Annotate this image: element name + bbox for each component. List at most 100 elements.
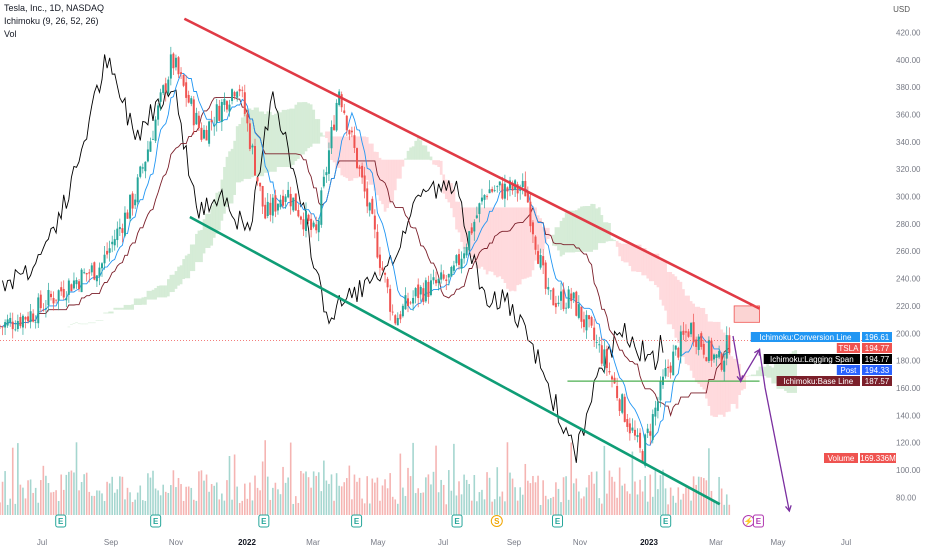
cloud-slice	[478, 207, 481, 269]
candle-body	[42, 310, 45, 312]
cloud-slice	[439, 160, 443, 175]
cloud-slice	[85, 323, 89, 325]
candle-body	[371, 198, 374, 214]
volume-bar	[6, 504, 9, 515]
event-marker	[490, 515, 503, 527]
volume-bar	[17, 443, 19, 515]
cloud-slice	[434, 160, 438, 166]
event-label: E	[756, 517, 762, 526]
cloud-slice	[648, 253, 652, 282]
cloud-slice	[465, 207, 469, 252]
cloud-slice	[161, 285, 165, 298]
candle-body	[562, 289, 565, 310]
candle-body	[307, 214, 310, 221]
indicator-legend[interactable]: Ichimoku (9, 26, 52, 26)	[4, 16, 99, 26]
volume-bar	[4, 471, 6, 515]
candle-body	[98, 267, 101, 277]
volume-bar	[445, 504, 448, 515]
cloud-slice	[82, 323, 86, 325]
cloud-slice	[340, 136, 344, 176]
cloud-slice	[409, 147, 412, 160]
base-line-path	[0, 96, 730, 418]
cloud-slice	[626, 243, 629, 263]
candle-body	[458, 254, 460, 265]
y-tick-label: 420.00	[896, 28, 921, 37]
cloud-slice	[309, 104, 313, 147]
volume-bar	[103, 500, 106, 515]
candle-body	[488, 189, 491, 194]
volume-legend[interactable]: Vol	[4, 29, 17, 39]
volume-bar	[317, 472, 320, 515]
volume-bar	[527, 480, 529, 515]
volume-bar	[677, 487, 680, 515]
volume-bar	[386, 488, 389, 515]
cloud-slice	[223, 166, 226, 214]
candle-body	[154, 119, 157, 141]
volume-bar	[282, 466, 284, 515]
price-value-tag	[862, 365, 892, 375]
candle-body	[450, 266, 453, 277]
price-name: Ichimoku:Lagging Span	[770, 355, 854, 364]
candle-body	[687, 331, 690, 337]
volume-bar	[351, 499, 353, 515]
cloud-slice	[618, 242, 622, 257]
candle-body	[39, 294, 42, 309]
candle-body	[631, 427, 634, 431]
price-name: Post	[840, 366, 857, 375]
candle-body	[715, 354, 718, 358]
volume-bar	[300, 470, 302, 515]
volume-bar	[440, 479, 442, 515]
cloud-slice	[516, 207, 520, 286]
volume-bar	[98, 490, 101, 515]
volume-bar	[414, 493, 417, 515]
volume-bar	[394, 499, 397, 515]
candle-body	[570, 293, 573, 302]
cloud-slice	[720, 329, 724, 415]
volume-bar	[259, 490, 261, 515]
volume-bar	[297, 502, 300, 515]
volume-bar	[496, 467, 499, 515]
candle-body	[669, 365, 672, 373]
volume-bar	[501, 491, 504, 515]
volume-bar	[725, 494, 728, 515]
candle-body	[243, 92, 246, 114]
volume-bar	[616, 497, 618, 515]
candle-body	[9, 317, 12, 323]
volume-bar	[131, 502, 134, 515]
candle-body	[463, 253, 466, 259]
x-tick-label: Jul	[438, 538, 448, 547]
volume-bar	[521, 494, 524, 515]
volume-bar	[289, 442, 292, 515]
cloud-slice	[705, 314, 708, 399]
volume-bar	[662, 469, 664, 515]
cloud-slice	[559, 220, 563, 257]
cloud-slice	[93, 322, 96, 324]
cloud-slice	[75, 322, 78, 323]
candle-body	[460, 258, 463, 269]
cloud-slice	[70, 324, 73, 325]
cloud-slice	[350, 136, 354, 181]
upper-trendline	[183, 17, 761, 310]
volume-bar	[228, 456, 231, 515]
cloud-slice	[623, 243, 627, 263]
arrow-head	[736, 375, 744, 383]
cloud-slice	[383, 159, 387, 212]
price-value-tag	[862, 332, 892, 342]
volume-bar	[302, 473, 305, 515]
candle-body	[335, 102, 338, 131]
volume-bar	[493, 499, 496, 515]
cloud-slice	[325, 131, 328, 139]
candle-body	[65, 297, 68, 301]
cloud-slice	[159, 285, 163, 298]
cloud-slice	[661, 261, 665, 306]
y-tick-label: 240.00	[896, 275, 921, 284]
candle-body	[149, 141, 152, 152]
candle-body	[225, 101, 228, 110]
candle-body	[287, 189, 290, 198]
volume-bar	[295, 496, 297, 515]
volume-bar	[432, 471, 435, 515]
cloud-slice	[529, 207, 532, 277]
cloud-slice	[656, 253, 660, 288]
volume-bar	[669, 487, 672, 515]
